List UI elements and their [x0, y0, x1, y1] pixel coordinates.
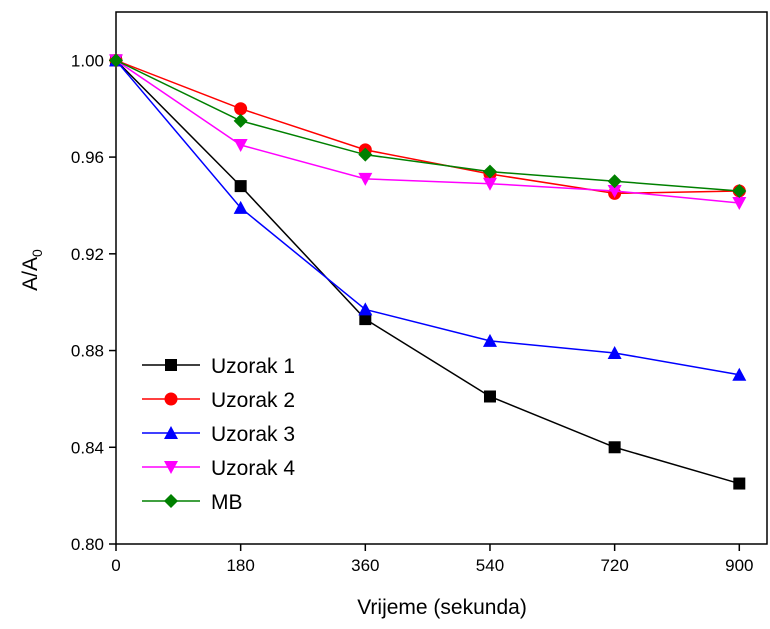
- series-layer: [109, 53, 747, 490]
- x-axis-title: Vrijeme (sekunda): [357, 596, 527, 619]
- data-point: [234, 180, 247, 193]
- data-point: [234, 102, 248, 116]
- x-tick-label: 900: [725, 556, 753, 575]
- data-point: [233, 139, 248, 152]
- legend-marker: [164, 461, 178, 474]
- y-tick-label: 0.96: [71, 148, 104, 167]
- legend-label: Uzorak 3: [211, 423, 295, 446]
- series-4: [109, 54, 747, 211]
- y-axis-title-main: A/A: [19, 257, 42, 291]
- legend-label: Uzorak 1: [211, 355, 295, 378]
- legend-label: Uzorak 2: [211, 389, 295, 412]
- data-point: [732, 367, 747, 381]
- series-3: [109, 53, 747, 381]
- x-tick-label: 720: [600, 556, 628, 575]
- legend-marker: [164, 494, 178, 508]
- legend-label: Uzorak 4: [211, 457, 295, 480]
- series-line: [115, 59, 740, 485]
- data-point: [732, 197, 747, 211]
- plot-frame: [115, 11, 768, 545]
- data-point: [607, 174, 622, 189]
- y-tick-label: 1.00: [71, 51, 104, 70]
- series-5: [109, 53, 747, 198]
- legend-item: Uzorak 4: [142, 457, 295, 480]
- y-tick-label: 0.80: [71, 535, 104, 554]
- data-point: [732, 183, 747, 198]
- series-line: [115, 59, 740, 376]
- legend-item: MB: [142, 491, 243, 514]
- legend-marker: [164, 426, 178, 439]
- x-tick-label: 180: [226, 556, 254, 575]
- data-point: [607, 184, 622, 198]
- data-point: [733, 477, 746, 490]
- data-point: [482, 333, 497, 347]
- series-line: [115, 59, 740, 204]
- legend-marker: [165, 359, 177, 371]
- x-axis: 0 180 360 540 720 900: [111, 544, 753, 575]
- series-1: [110, 54, 746, 490]
- x-tick-label: 0: [111, 556, 120, 575]
- y-tick-label: 0.84: [71, 438, 104, 457]
- y-tick-label: 0.92: [71, 245, 104, 264]
- x-tick-label: 540: [476, 556, 504, 575]
- legend-item: Uzorak 1: [142, 355, 295, 378]
- data-point: [109, 53, 123, 68]
- y-axis: 0.80 0.84 0.88 0.92 0.96 1.00: [71, 51, 116, 554]
- x-tick-label: 360: [351, 556, 379, 575]
- data-point: [482, 177, 497, 191]
- data-point: [607, 345, 622, 359]
- series-2: [109, 53, 746, 200]
- series-line: [115, 59, 740, 195]
- y-axis-title: A/A0: [19, 249, 45, 291]
- data-point: [359, 313, 372, 326]
- y-tick-label: 0.88: [71, 342, 104, 361]
- legend: Uzorak 1 Uzorak 2 Uzorak 3 Uzorak 4 MB: [142, 355, 295, 514]
- data-point: [483, 390, 496, 403]
- data-point: [358, 302, 373, 316]
- legend-label: MB: [211, 491, 243, 514]
- data-point: [608, 441, 621, 454]
- legend-item: Uzorak 3: [142, 423, 295, 446]
- plot-area: [115, 11, 768, 545]
- data-point: [358, 147, 373, 162]
- data-point: [358, 172, 373, 186]
- data-point: [482, 164, 497, 179]
- data-point: [233, 200, 248, 214]
- y-axis-title-subscript: 0: [29, 249, 45, 257]
- legend-marker: [164, 392, 178, 406]
- data-point: [233, 113, 248, 128]
- legend-item: Uzorak 2: [142, 389, 295, 412]
- series-line: [115, 59, 740, 192]
